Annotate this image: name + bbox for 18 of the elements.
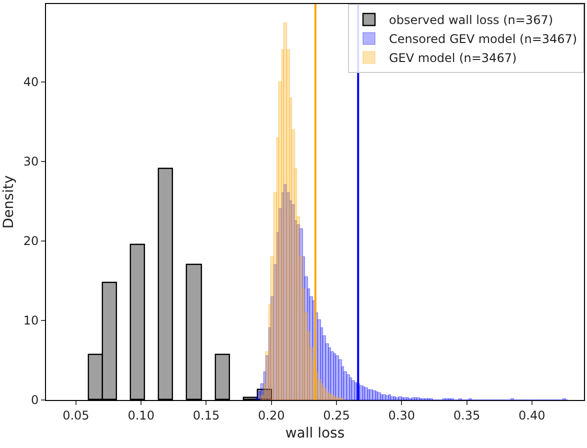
x-tick-label: 0.20: [258, 408, 285, 422]
y-tick-label: 40: [23, 75, 39, 90]
x-tick-label: 0.25: [323, 408, 350, 422]
legend-label: Censored GEV model (n=3467): [389, 32, 578, 46]
x-tick-label: 0.10: [128, 408, 154, 422]
x-tick-label: 0.30: [388, 408, 415, 422]
y-tick-label: 10: [23, 314, 39, 328]
y-axis-title: Density: [0, 175, 17, 229]
x-tick-label: 0.15: [192, 408, 220, 422]
y-tick-label: 0: [30, 393, 39, 408]
legend-label: observed wall loss (n=367): [389, 13, 554, 28]
y-tick-label: 20: [23, 234, 39, 248]
x-tick-label: 0.05: [62, 408, 90, 422]
x-tick-label: 0.40: [518, 408, 546, 422]
x-axis-title: wall loss: [285, 426, 345, 442]
legend-label: GEV model (n=3467): [389, 51, 517, 66]
x-tick-label: 0.35: [453, 408, 480, 422]
y-tick-label: 30: [23, 154, 39, 169]
